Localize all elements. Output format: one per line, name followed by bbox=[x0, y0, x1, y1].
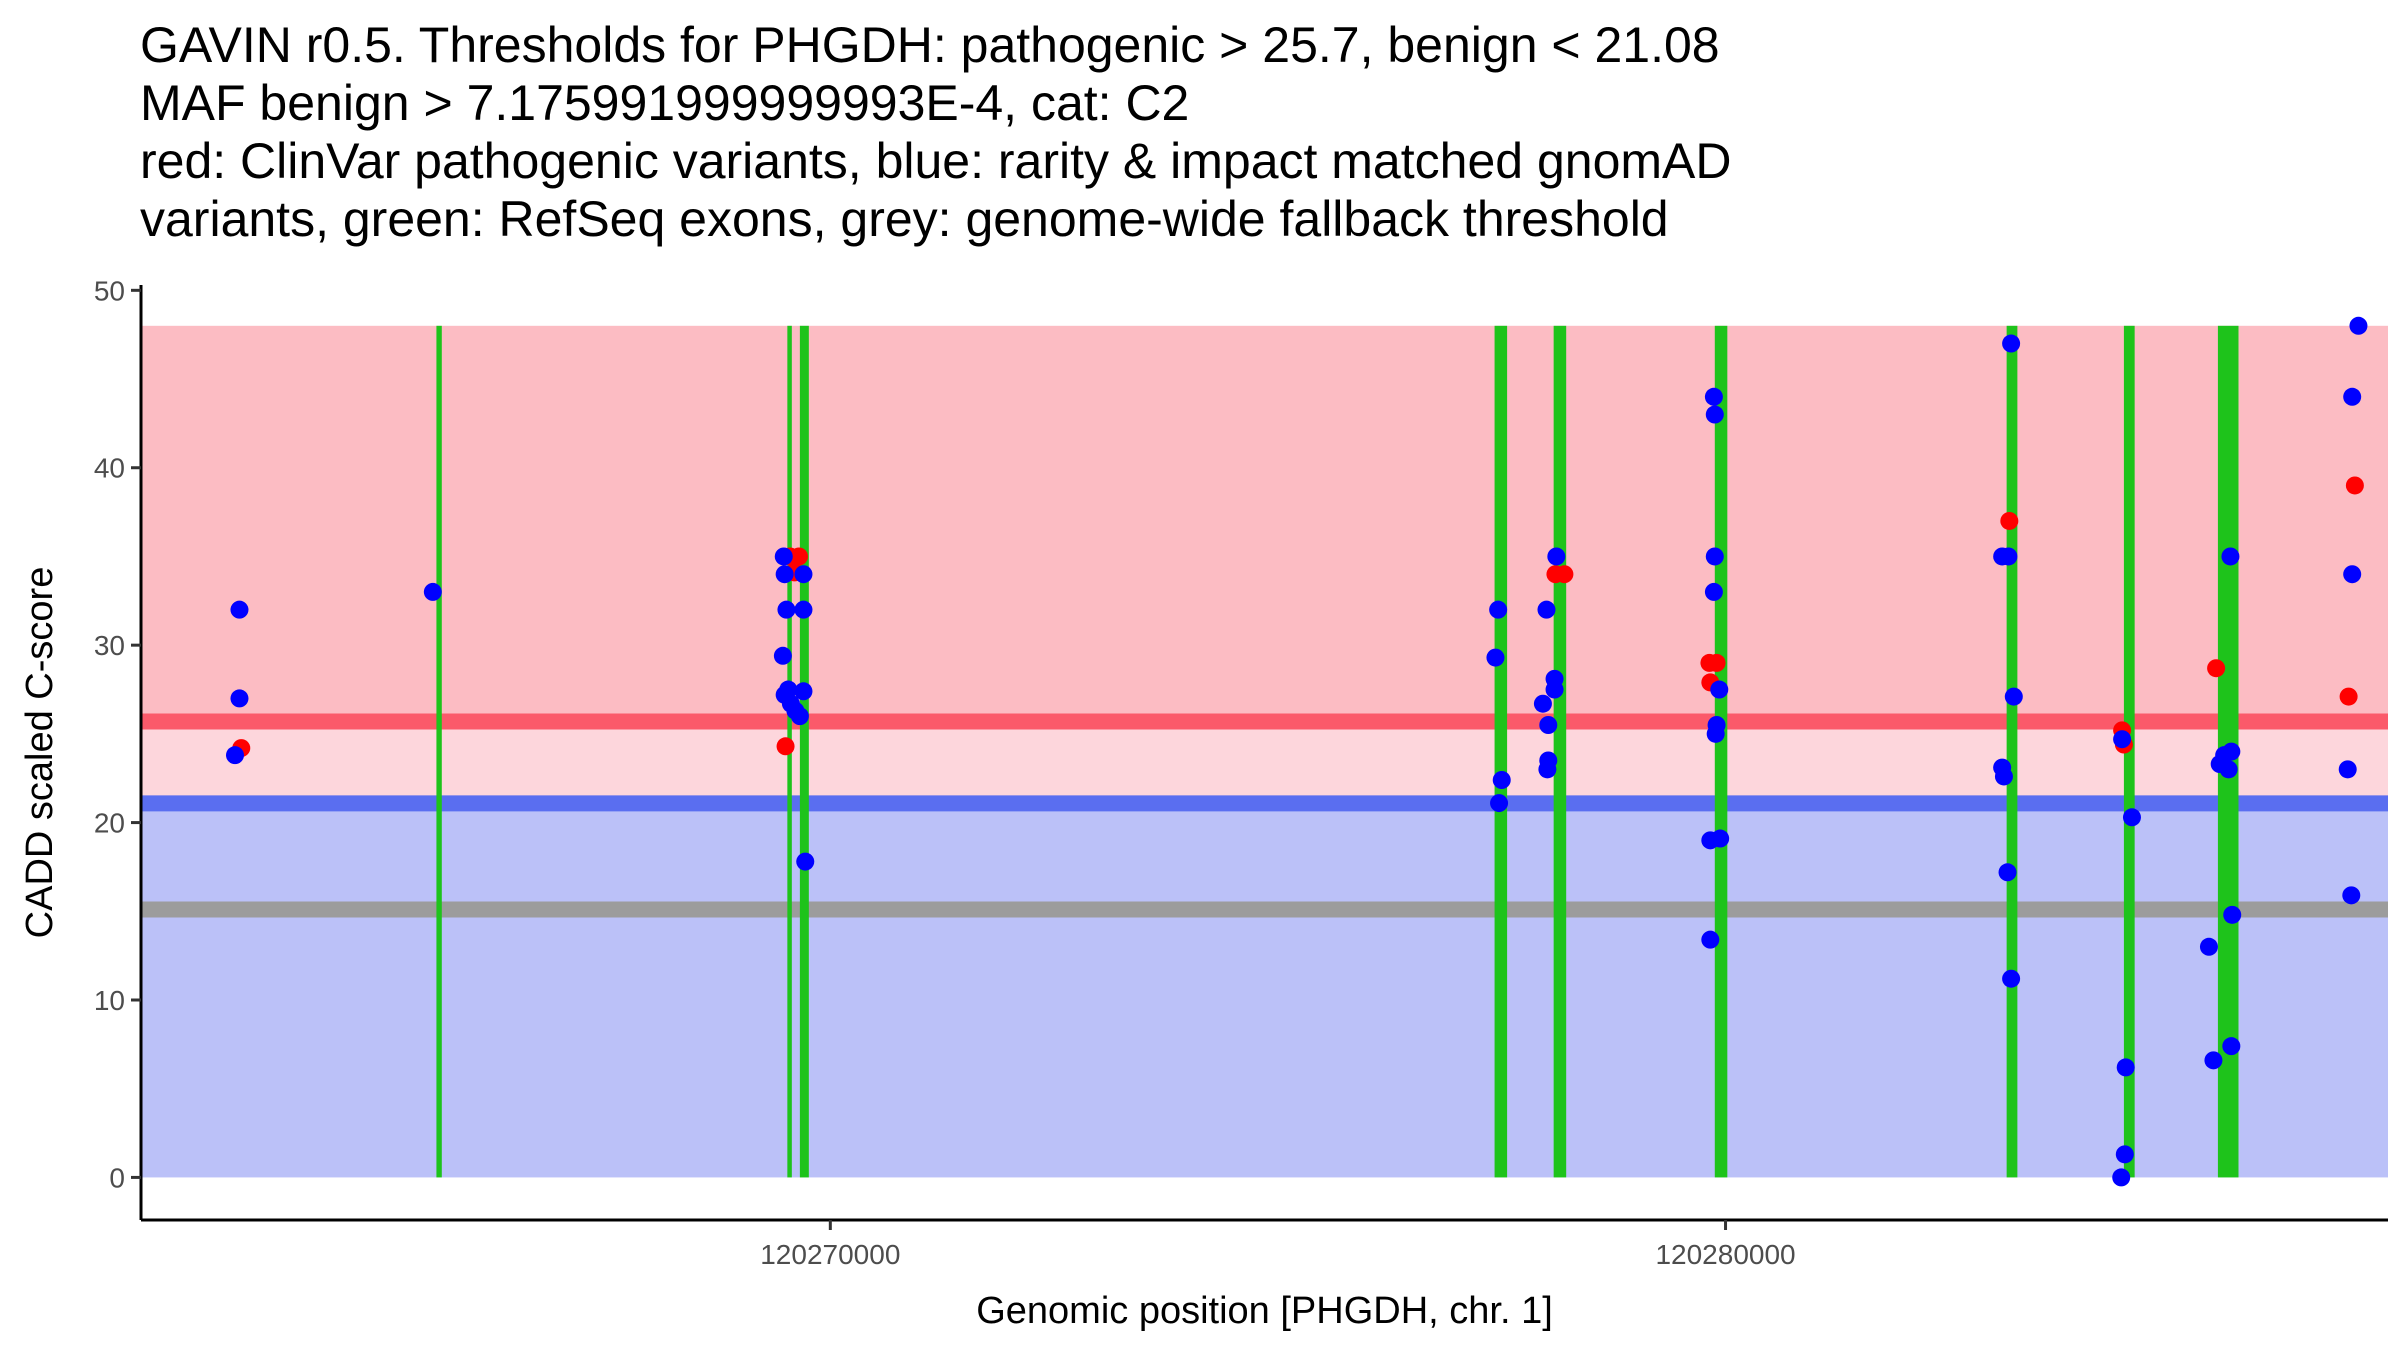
point-gnomad-21 bbox=[1533, 694, 1552, 713]
point-gnomad-37 bbox=[1711, 829, 1730, 848]
point-gnomad-0 bbox=[225, 746, 244, 765]
y-tick-label-3: 30 bbox=[94, 630, 125, 661]
point-gnomad-14 bbox=[794, 600, 813, 619]
point-gnomad-15 bbox=[794, 682, 813, 701]
point-gnomad-50 bbox=[2115, 1145, 2134, 1164]
point-pathogenic-15 bbox=[2345, 476, 2364, 495]
point-pathogenic-10 bbox=[2000, 511, 2019, 530]
x-tick-label-0: 120270000 bbox=[760, 1239, 900, 1270]
point-gnomad-5 bbox=[775, 565, 794, 584]
y-tick-label-0: 0 bbox=[109, 1162, 125, 1193]
title-line-3: red: ClinVar pathogenic variants, blue: … bbox=[140, 133, 1732, 189]
point-gnomad-18 bbox=[1489, 600, 1508, 619]
y-tick-label-2: 20 bbox=[94, 808, 125, 839]
point-pathogenic-14 bbox=[2339, 687, 2358, 706]
point-gnomad-43 bbox=[2002, 334, 2021, 353]
axes bbox=[139, 285, 2388, 1222]
title-line-1: GAVIN r0.5. Thresholds for PHGDH: pathog… bbox=[140, 17, 1720, 73]
point-gnomad-65 bbox=[2349, 316, 2368, 335]
y-tick-label-4: 40 bbox=[94, 453, 125, 484]
point-gnomad-22 bbox=[1537, 600, 1556, 619]
x-axis-title: Genomic position [PHGDH, chr. 1] bbox=[976, 1290, 1553, 1332]
point-gnomad-7 bbox=[773, 646, 792, 665]
exon-bar-4 bbox=[1553, 325, 1567, 1178]
point-gnomad-42 bbox=[1994, 767, 2013, 786]
point-gnomad-58 bbox=[2223, 905, 2242, 924]
y-tick-label-1: 10 bbox=[94, 985, 125, 1016]
chart-title: GAVIN r0.5. Thresholds for PHGDH: pathog… bbox=[140, 16, 2380, 248]
point-gnomad-52 bbox=[2199, 937, 2218, 956]
point-gnomad-16 bbox=[796, 852, 815, 871]
exon-bar-3 bbox=[1494, 325, 1508, 1178]
point-gnomad-6 bbox=[777, 600, 796, 619]
point-gnomad-44 bbox=[2004, 687, 2023, 706]
y-axis-title: CADD scaled C-score bbox=[19, 567, 61, 939]
region-0 bbox=[141, 325, 2388, 722]
point-gnomad-46 bbox=[2002, 969, 2021, 988]
region-1 bbox=[141, 721, 2388, 804]
point-gnomad-17 bbox=[1486, 648, 1505, 667]
point-gnomad-32 bbox=[1704, 582, 1723, 601]
point-gnomad-2 bbox=[230, 689, 249, 708]
point-gnomad-40 bbox=[1999, 547, 2018, 566]
point-gnomad-35 bbox=[1706, 724, 1725, 743]
point-pathogenic-13 bbox=[2207, 659, 2226, 678]
point-gnomad-29 bbox=[1704, 387, 1723, 406]
point-pathogenic-1 bbox=[776, 737, 795, 756]
point-gnomad-55 bbox=[2222, 742, 2241, 761]
point-gnomad-1 bbox=[230, 600, 249, 619]
point-gnomad-20 bbox=[1490, 794, 1509, 813]
point-gnomad-4 bbox=[774, 547, 793, 566]
point-gnomad-30 bbox=[1705, 405, 1724, 424]
point-gnomad-28 bbox=[1547, 547, 1566, 566]
point-pathogenic-6 bbox=[1555, 565, 1574, 584]
point-gnomad-59 bbox=[2204, 1051, 2223, 1070]
exon-bar-6 bbox=[2006, 325, 2018, 1178]
point-pathogenic-8 bbox=[1707, 653, 1726, 672]
point-gnomad-51 bbox=[2112, 1168, 2131, 1187]
point-gnomad-47 bbox=[2113, 730, 2132, 749]
variant-points bbox=[225, 316, 2368, 1187]
exon-bar-2 bbox=[799, 325, 809, 1178]
region-2 bbox=[141, 803, 2388, 1178]
point-gnomad-56 bbox=[2219, 760, 2238, 779]
x-axis-ticks: 120270000 120280000 bbox=[760, 1220, 1796, 1270]
point-gnomad-61 bbox=[2338, 760, 2357, 779]
x-tick-label-1: 120280000 bbox=[1655, 1239, 1795, 1270]
point-gnomad-33 bbox=[1710, 680, 1729, 699]
point-gnomad-27 bbox=[1545, 680, 1564, 699]
title-line-4: variants, green: RefSeq exons, grey: gen… bbox=[140, 191, 1669, 247]
point-gnomad-3 bbox=[423, 582, 442, 601]
point-gnomad-48 bbox=[2122, 808, 2141, 827]
exon-bar-0 bbox=[436, 325, 442, 1178]
point-gnomad-31 bbox=[1705, 547, 1724, 566]
point-gnomad-64 bbox=[2343, 565, 2362, 584]
point-gnomad-38 bbox=[1701, 930, 1720, 949]
point-gnomad-57 bbox=[2221, 547, 2240, 566]
y-tick-label-5: 50 bbox=[94, 275, 125, 306]
point-gnomad-63 bbox=[2343, 387, 2362, 406]
point-gnomad-19 bbox=[1492, 771, 1511, 789]
point-gnomad-25 bbox=[1538, 760, 1557, 779]
point-gnomad-62 bbox=[2342, 886, 2361, 905]
point-gnomad-45 bbox=[1998, 863, 2017, 882]
point-gnomad-13 bbox=[794, 565, 813, 584]
title-line-2: MAF benign > 7.175991999999993E-4, cat: … bbox=[140, 75, 1190, 131]
point-gnomad-9 bbox=[779, 680, 798, 699]
point-gnomad-49 bbox=[2116, 1058, 2135, 1077]
y-axis-ticks: 0 10 20 30 40 50 bbox=[94, 275, 141, 1193]
point-gnomad-12 bbox=[790, 707, 809, 726]
point-pathogenic-3 bbox=[789, 547, 808, 566]
point-gnomad-23 bbox=[1539, 716, 1558, 734]
exon-bar-5 bbox=[1714, 325, 1728, 1178]
threshold-regions bbox=[141, 325, 2388, 1178]
point-gnomad-60 bbox=[2222, 1037, 2241, 1056]
